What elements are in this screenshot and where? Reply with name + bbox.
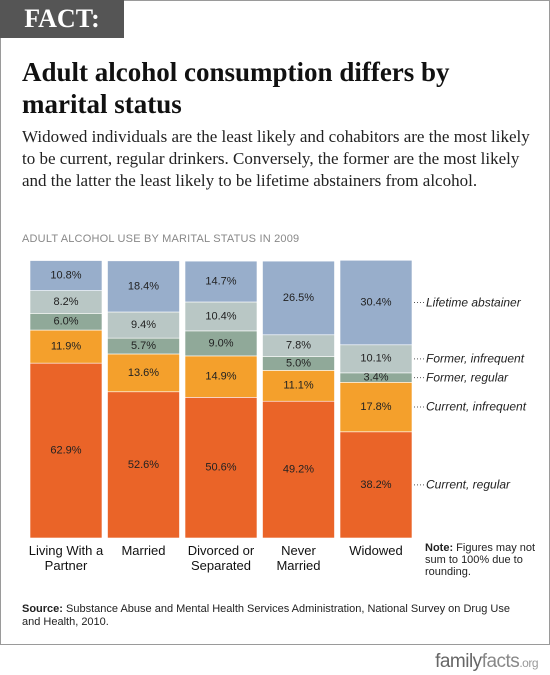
value-label: 10.1%: [360, 353, 391, 365]
legend-label: Former, regular: [426, 370, 509, 385]
value-label: 50.6%: [205, 462, 236, 474]
bar-segment: [184, 355, 258, 398]
source: Source: Substance Abuse and Mental Healt…: [22, 603, 527, 629]
value-label: 14.9%: [205, 371, 236, 383]
legend-label: Lifetime abstainer: [426, 295, 521, 310]
legend-label: Current, infrequent: [426, 399, 527, 414]
value-label: 11.9%: [51, 341, 82, 353]
value-label: 10.4%: [205, 310, 236, 322]
source-label: Source:: [22, 603, 63, 615]
value-label: 49.2%: [283, 464, 314, 476]
chart-heading: ADULT ALCOHOL USE BY MARITAL STATUS IN 2…: [22, 233, 300, 245]
value-label: 3.4%: [363, 372, 388, 384]
bar-segment: [107, 311, 180, 339]
x-tick-label: Widowed: [349, 543, 403, 558]
logo-part: facts: [481, 651, 520, 672]
logo-part: .org: [519, 656, 538, 670]
bar-segment: [339, 344, 413, 374]
value-label: 7.8%: [286, 340, 311, 352]
bar-segment: [107, 260, 180, 313]
value-label: 5.7%: [131, 340, 156, 352]
bar-segment: [339, 259, 413, 346]
value-label: 6.0%: [53, 316, 78, 328]
legend-label: Former, infrequent: [426, 351, 525, 366]
bar-segment: [29, 260, 103, 291]
bar-segment: [184, 260, 258, 303]
fact-badge: FACT:: [0, 0, 124, 38]
bar-segment: [107, 353, 180, 393]
value-label: 9.0%: [208, 337, 233, 349]
chart-subtitle: Widowed individuals are the least likely…: [22, 127, 530, 190]
bar-segment: [339, 431, 413, 539]
value-label: 14.7%: [205, 275, 236, 287]
bar-segment: [262, 370, 335, 402]
value-label: 8.2%: [53, 296, 78, 308]
value-label: 10.8%: [50, 269, 81, 281]
value-label: 13.6%: [128, 367, 159, 379]
source-text: Substance Abuse and Mental Health Servic…: [22, 603, 510, 628]
value-label: 62.9%: [50, 444, 81, 456]
value-label: 38.2%: [360, 479, 391, 491]
note-text: Figures may not sum to 100% due to round…: [425, 542, 536, 578]
legend-label: Current, regular: [426, 477, 511, 492]
value-label: 52.6%: [128, 459, 159, 471]
bar-segment: [29, 362, 103, 539]
value-label: 17.8%: [360, 401, 391, 413]
bar-segment: [184, 397, 258, 539]
bar-segment: [339, 382, 413, 433]
note: Note: Figures may not sum to 100% due to…: [425, 542, 537, 578]
x-tick-label: Living With a Partner: [28, 543, 104, 573]
value-label: 5.0%: [286, 357, 311, 369]
value-label: 9.4%: [131, 319, 156, 331]
logo-part: family: [435, 651, 482, 672]
bar-segment: [107, 391, 180, 539]
logo: familyfacts.org: [435, 651, 538, 673]
bar-segment: [262, 400, 335, 539]
chart-title: Adult alcohol consumption differs by mar…: [22, 57, 450, 119]
note-label: Note:: [425, 542, 454, 554]
bar-segment: [262, 260, 335, 336]
value-label: 30.4%: [360, 296, 391, 308]
x-tick-label: Never Married: [276, 543, 321, 573]
x-tick-label: Married: [121, 543, 166, 558]
value-label: 11.1%: [283, 380, 314, 392]
value-label: 18.4%: [128, 280, 159, 292]
bar-segment: [29, 329, 103, 364]
x-tick-label: Divorced or Separated: [187, 543, 255, 573]
bar-segment: [184, 301, 258, 332]
value-label: 26.5%: [283, 292, 314, 304]
